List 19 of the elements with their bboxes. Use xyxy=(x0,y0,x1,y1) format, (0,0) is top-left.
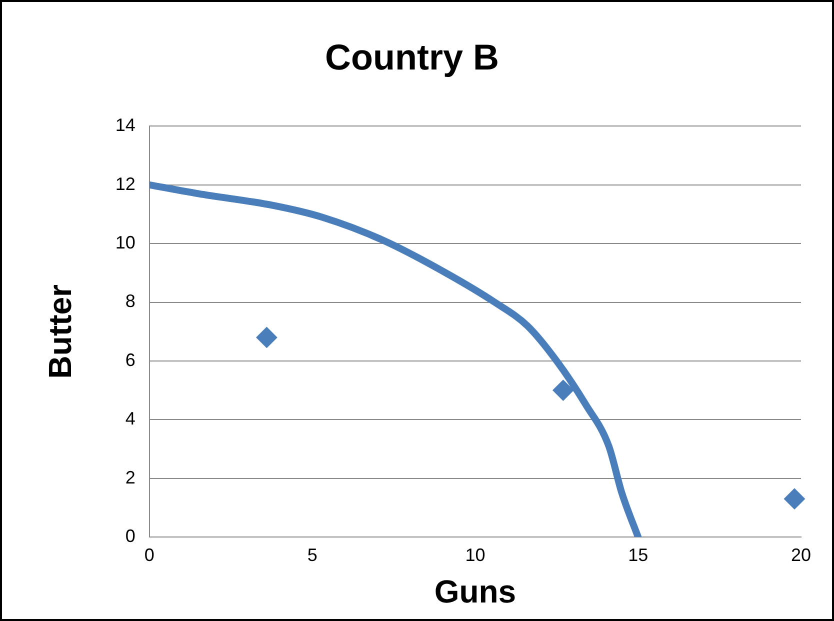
y-tick-label: 12 xyxy=(115,174,136,194)
y-tick-label: 6 xyxy=(125,350,136,370)
y-tick-label: 2 xyxy=(125,467,136,488)
x-tick-label: 20 xyxy=(790,544,812,565)
y-tick-label: 14 xyxy=(115,115,136,136)
x-axis-title: Guns xyxy=(434,574,516,610)
y-tick-label: 10 xyxy=(115,232,136,253)
chart-title: Country B xyxy=(325,36,499,78)
x-tick-label: 5 xyxy=(307,544,318,565)
point xyxy=(784,488,805,510)
y-tick-label: 8 xyxy=(125,291,136,312)
point xyxy=(256,326,278,348)
y-tick-label: 4 xyxy=(125,408,136,429)
point xyxy=(552,380,574,401)
y-tick-label: 0 xyxy=(125,526,136,546)
x-tick-label: 10 xyxy=(465,544,486,565)
x-tick-label: 0 xyxy=(144,544,154,565)
y-axis-title: Butter xyxy=(42,284,78,379)
x-tick-label: 15 xyxy=(628,544,648,565)
